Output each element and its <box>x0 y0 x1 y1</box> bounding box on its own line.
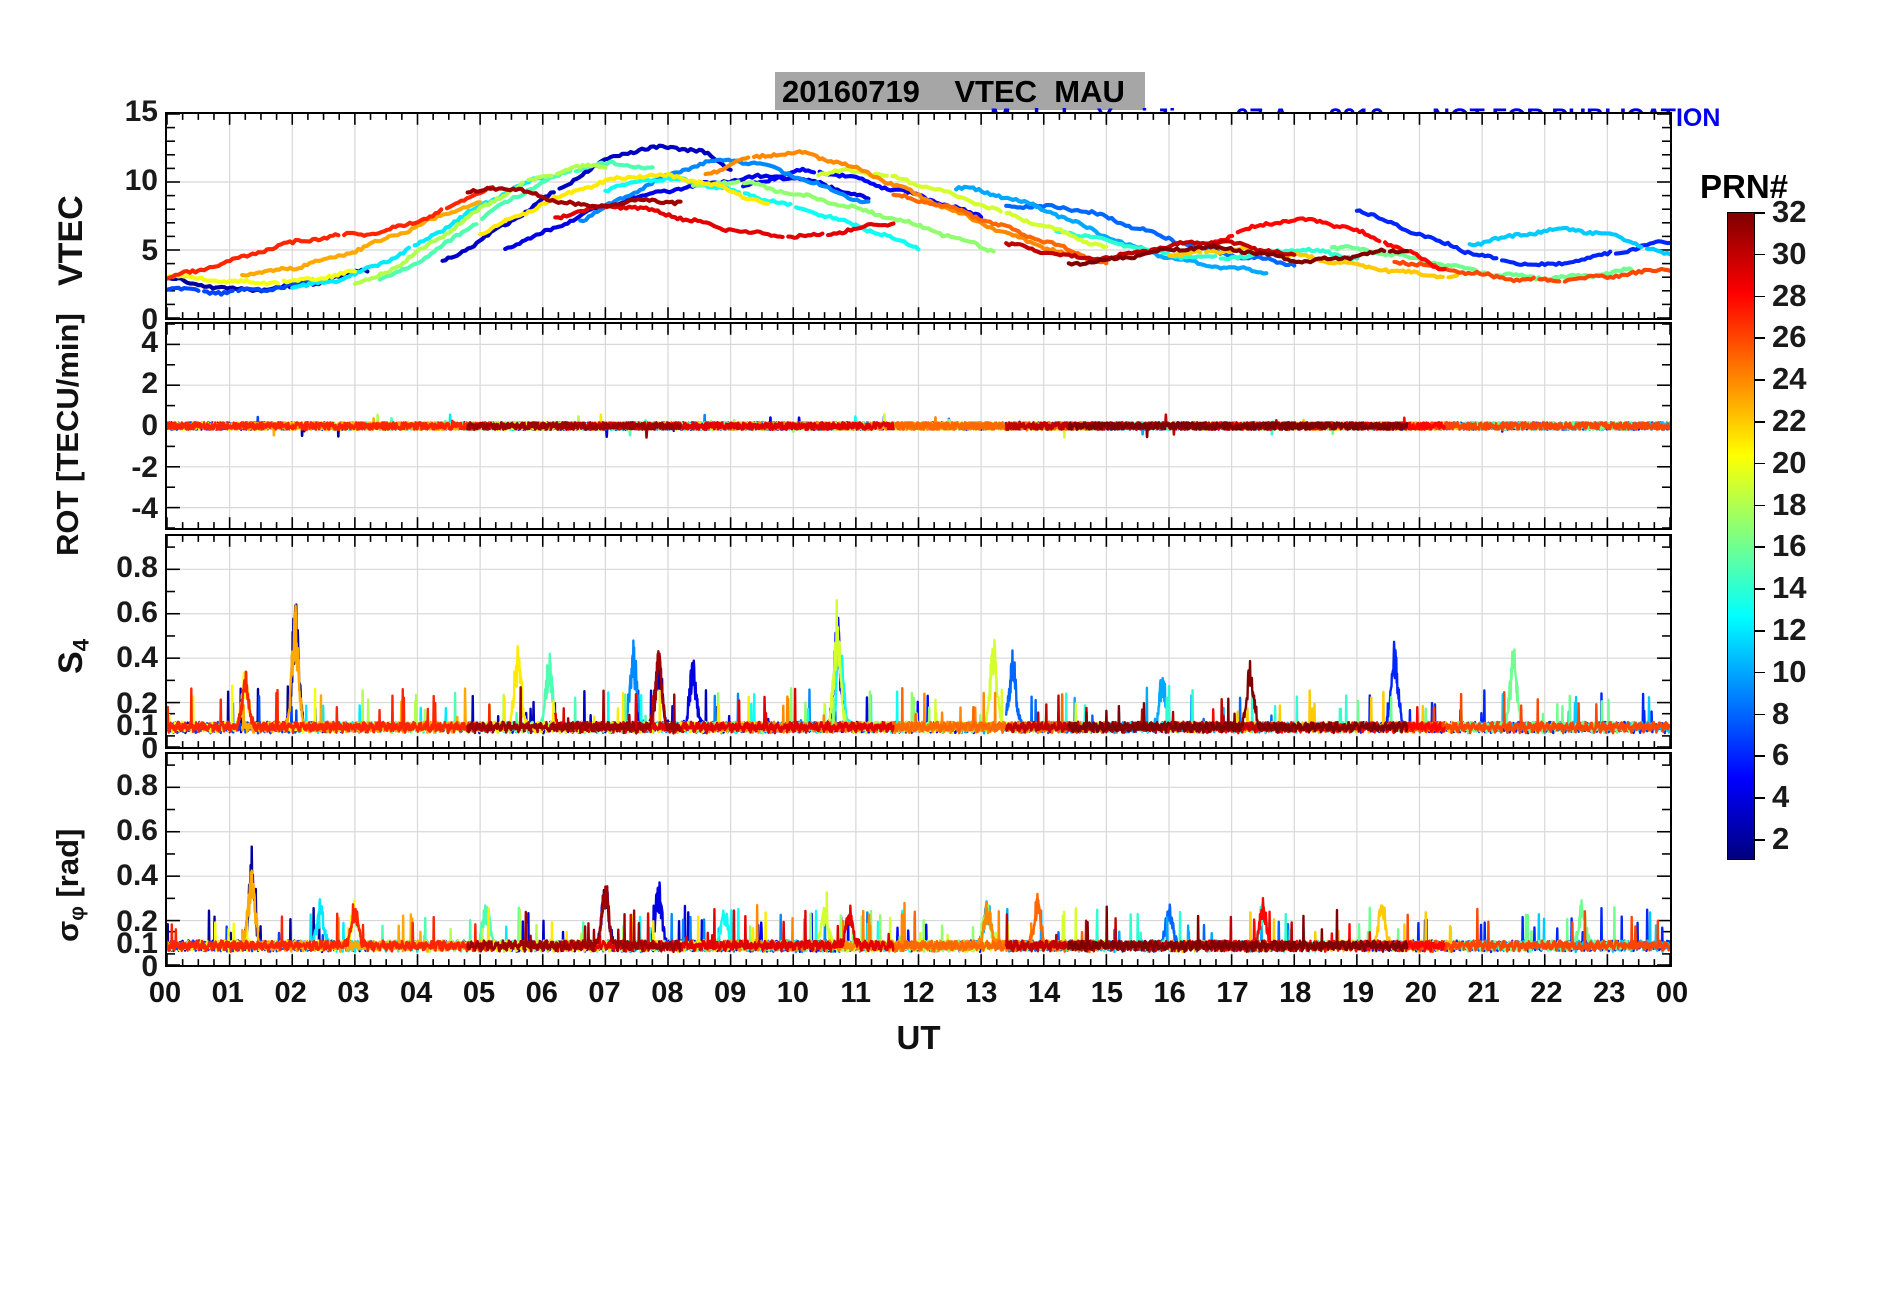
page-title: 20160719 VTEC MAU <box>782 74 1125 109</box>
colorbar-tick <box>1755 295 1765 298</box>
xtick-label: 01 <box>211 977 244 1009</box>
xtick-label: 10 <box>776 977 810 1009</box>
xtick-label: 04 <box>400 977 433 1009</box>
colorbar-tick-label: 6 <box>1772 737 1790 773</box>
colorbar-tick <box>1755 546 1765 549</box>
ylabel-s4: S4 <box>52 638 94 674</box>
ylabel-sigma-phi: σφ [rad] <box>50 828 89 942</box>
xtick-label: 08 <box>651 977 684 1009</box>
panel-rot <box>165 322 1672 530</box>
colorbar-tick-label: 4 <box>1772 779 1790 815</box>
xtick-label: 00 <box>148 977 182 1009</box>
xtick-label: 19 <box>1341 977 1375 1009</box>
ytick-label-sigmaphi: 0 <box>141 950 158 983</box>
colorbar-prn <box>1727 212 1755 860</box>
xtick-label: 09 <box>713 977 747 1009</box>
xtick-label: 11 <box>840 977 872 1009</box>
ytick-label-s4: 0.1 <box>116 709 158 743</box>
plot-canvas <box>167 324 1670 528</box>
colorbar-tick <box>1755 588 1765 590</box>
title-background <box>775 72 1145 110</box>
plot-canvas <box>167 754 1670 965</box>
colorbar-tick <box>1755 337 1765 339</box>
ylabel-rot: ROT [TECU/min] <box>50 313 85 556</box>
xtick-label: 12 <box>902 977 935 1009</box>
colorbar-tick <box>1755 630 1765 632</box>
ytick-label-sigmaphi: 0.4 <box>116 859 158 893</box>
xtick-label: 20 <box>1404 977 1437 1009</box>
colorbar-tick <box>1755 755 1765 758</box>
xtick-label: 16 <box>1153 977 1186 1009</box>
colorbar-tick <box>1755 797 1765 799</box>
xlabel-ut: UT <box>896 1019 941 1056</box>
xtick-label: 13 <box>965 977 998 1009</box>
colorbar-tick-label: 24 <box>1772 361 1807 397</box>
colorbar-tick <box>1755 504 1765 507</box>
colorbar-tick-label: 14 <box>1772 570 1807 606</box>
ytick-label-s4: 0.2 <box>116 686 158 720</box>
colorbar-tick <box>1755 421 1765 423</box>
ytick-label-rot: -2 <box>131 450 158 484</box>
ytick-label-s4: 0.4 <box>116 641 158 675</box>
colorbar-tick-label: 32 <box>1772 194 1807 229</box>
colorbar-tick <box>1755 462 1765 465</box>
ytick-label-rot: 2 <box>141 367 158 401</box>
ytick-label-vtec: 10 <box>124 164 158 198</box>
ytick-label-s4: 0 <box>141 732 158 765</box>
colorbar-tick-label: 8 <box>1772 695 1790 731</box>
colorbar-tick-label: 26 <box>1772 319 1807 355</box>
xtick-label: 02 <box>274 977 307 1009</box>
ytick-label-vtec: 15 <box>124 95 158 128</box>
colorbar-tick <box>1755 839 1765 841</box>
xtick-label: 00 <box>1655 977 1689 1009</box>
ytick-label-rot: 4 <box>141 325 158 359</box>
plot-canvas <box>167 536 1670 747</box>
colorbar-tick-label: 20 <box>1772 444 1807 480</box>
colorbar-title: PRN# <box>1700 168 1789 205</box>
xtick-label: 17 <box>1216 977 1249 1009</box>
xtick-label: 06 <box>525 977 558 1009</box>
colorbar-tick-label: 18 <box>1772 486 1807 522</box>
colorbar-tick <box>1755 379 1765 381</box>
colorbar-tick-label: 28 <box>1772 277 1807 313</box>
xtick-label: 21 <box>1467 977 1500 1009</box>
panel-sigmaphi <box>165 752 1672 967</box>
colorbar-tick <box>1755 253 1765 256</box>
ytick-label-sigmaphi: 0.1 <box>116 927 158 961</box>
colorbar-tick <box>1755 212 1765 214</box>
colorbar-tick-label: 16 <box>1772 528 1807 564</box>
ytick-label-vtec: 0 <box>141 303 158 336</box>
ytick-label-sigmaphi: 0.6 <box>116 814 158 848</box>
xtick-label: 22 <box>1530 977 1563 1009</box>
ytick-label-s4: 0.6 <box>116 596 158 630</box>
ytick-label-rot: 0 <box>141 409 158 442</box>
xtick-label: 23 <box>1593 977 1626 1009</box>
panel-s4 <box>165 534 1672 749</box>
plot-canvas <box>167 114 1670 318</box>
xtick-label: 14 <box>1027 977 1061 1009</box>
panel-vtec <box>165 112 1672 320</box>
ytick-label-s4: 0.8 <box>116 550 158 584</box>
xtick-label: 18 <box>1279 977 1312 1009</box>
colorbar-tick <box>1755 671 1765 674</box>
ytick-label-sigmaphi: 0.8 <box>116 768 158 802</box>
ytick-label-rot: -4 <box>131 492 158 526</box>
colorbar-tick-label: 30 <box>1772 235 1807 271</box>
xtick-label: 07 <box>588 977 621 1009</box>
ylabel-vtec: VTEC <box>52 195 90 286</box>
colorbar-tick-label: 12 <box>1772 612 1807 648</box>
colorbar-tick-label: 22 <box>1772 403 1807 439</box>
ytick-label-sigmaphi: 0.2 <box>116 904 158 938</box>
xtick-label: 05 <box>462 977 496 1009</box>
colorbar-tick <box>1755 713 1765 716</box>
colorbar-tick-label: 2 <box>1772 821 1790 857</box>
xtick-label: 15 <box>1090 977 1124 1009</box>
xtick-label: 03 <box>337 977 370 1009</box>
colorbar-tick-label: 10 <box>1772 653 1807 689</box>
ytick-label-vtec: 5 <box>141 233 158 267</box>
